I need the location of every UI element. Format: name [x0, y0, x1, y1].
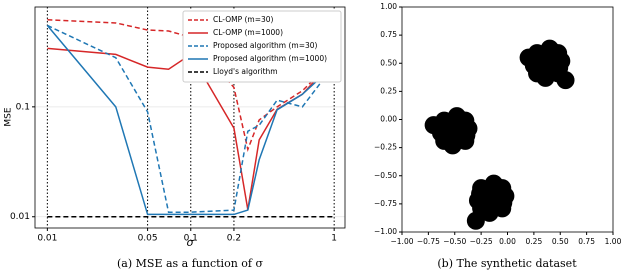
legend-label: CL-OMP (m=30)	[213, 15, 274, 24]
legend-label: CL-OMP (m=1000)	[213, 28, 283, 37]
y-tick-label: 0.50	[380, 58, 397, 67]
legend-label: Proposed algorithm (m=30)	[213, 41, 318, 50]
x-tick-label: −0.75	[417, 237, 440, 246]
point	[528, 64, 547, 83]
point	[449, 109, 468, 128]
x-tick-label: 0.00	[499, 237, 516, 246]
point	[424, 116, 443, 135]
caption: (a) MSE as a function of σ	[117, 257, 263, 270]
y-tick-label: −1.00	[374, 227, 397, 236]
x-tick-label: 0.25	[526, 237, 543, 246]
x-tick-label: 0.01	[37, 234, 57, 244]
point	[486, 176, 505, 195]
y-tick-label: −0.75	[374, 199, 397, 208]
y-tick-label: −0.25	[374, 143, 397, 152]
y-tick-label: 1.00	[380, 2, 397, 11]
y-tick-label: 0.01	[10, 212, 30, 222]
x-tick-label: −0.50	[443, 237, 466, 246]
x-tick-label: 0.2	[227, 234, 241, 244]
legend-box	[182, 10, 342, 83]
y-tick-label: 0.1	[16, 102, 30, 112]
series-line	[47, 24, 335, 213]
plot-frame	[401, 6, 614, 233]
legend-label: Lloyd's algorithm	[213, 67, 278, 76]
x-tick-label: 0.05	[138, 234, 158, 244]
series-line	[47, 19, 335, 152]
x-axis-label: σ	[187, 236, 195, 249]
x-tick-label: −1.00	[391, 237, 414, 246]
x-tick-label: 0.1	[184, 234, 198, 244]
y-tick-label: 0.25	[380, 86, 397, 95]
point	[519, 48, 538, 67]
x-tick-label: 1	[331, 234, 337, 244]
y-tick-label: 0.00	[380, 115, 397, 124]
caption: (b) The synthetic dataset	[437, 257, 577, 270]
y-tick-label: 0.75	[380, 30, 397, 39]
point	[435, 131, 454, 150]
point	[556, 71, 575, 90]
point	[471, 184, 490, 203]
legend-label: Proposed algorithm (m=1000)	[213, 54, 327, 63]
x-tick-label: −0.25	[470, 237, 493, 246]
plot-frame	[34, 6, 346, 229]
y-tick-label: −0.50	[374, 171, 397, 180]
series-line	[46, 24, 335, 216]
point	[494, 193, 513, 212]
x-tick-label: 0.75	[578, 237, 595, 246]
point	[466, 211, 485, 230]
point	[457, 126, 476, 145]
x-tick-label: 1.00	[605, 237, 622, 246]
point	[542, 41, 561, 60]
x-tick-label: 0.50	[552, 237, 569, 246]
y-axis-label: MSE	[4, 107, 14, 126]
